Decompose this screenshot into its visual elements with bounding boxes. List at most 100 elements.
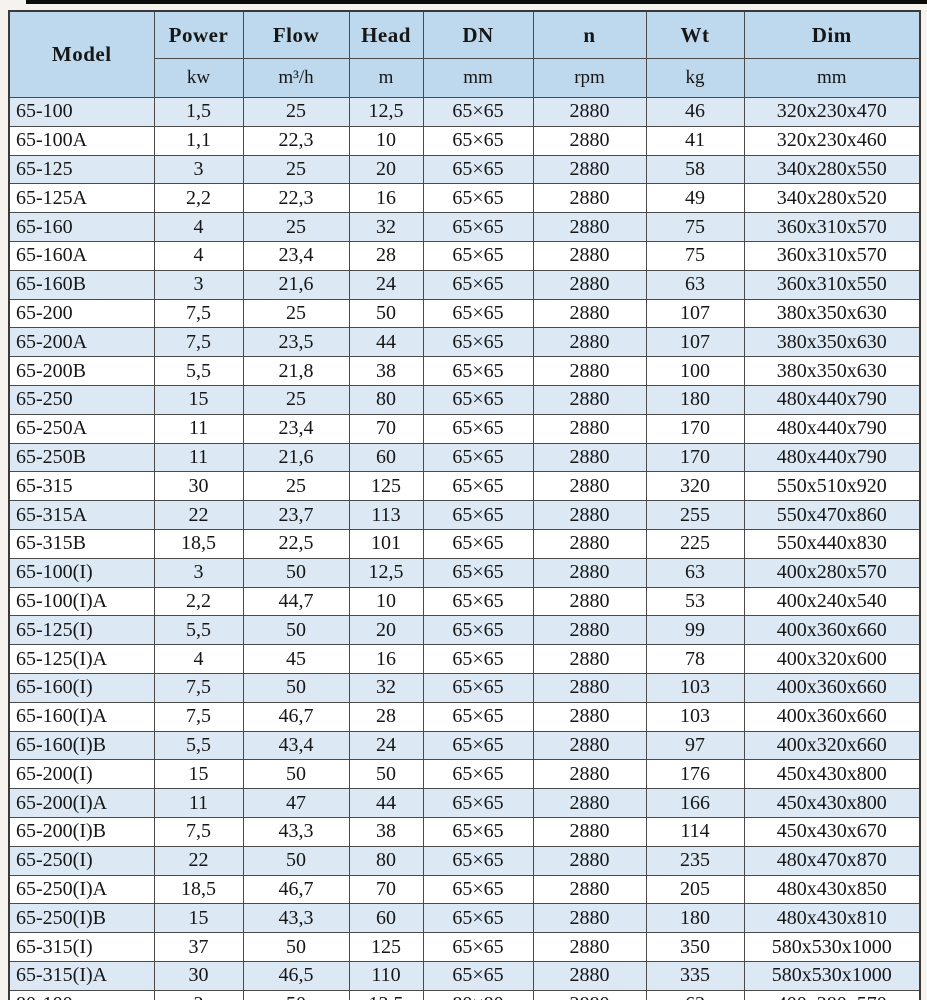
cell-n: 2880 — [532, 183, 647, 214]
cell-dim: 340x280x520 — [743, 183, 921, 214]
cell-wt: 75 — [645, 240, 745, 271]
cell-dn: 65×65 — [422, 154, 534, 185]
cell-dim: 400x280x570 — [743, 557, 921, 588]
cell-wt: 235 — [645, 845, 745, 876]
cell-dim: 450x430x670 — [743, 816, 921, 847]
cell-flow: 46,7 — [242, 874, 350, 905]
cell-power: 3 — [153, 557, 244, 588]
cell-wt: 99 — [645, 615, 745, 646]
cell-power: 37 — [153, 932, 244, 962]
cell-wt: 63 — [645, 989, 745, 1000]
cell-dim: 360x310x570 — [743, 240, 921, 271]
cell-wt: 205 — [645, 874, 745, 905]
cell-dim: 360x310x550 — [743, 269, 921, 300]
cell-dim: 400x360x660 — [743, 701, 921, 732]
cell-flow: 25 — [242, 154, 350, 185]
table-row: 65-250(I) 22 50 80 65×65 2880 235 480x470x870 — [8, 845, 921, 876]
cell-model: 65-160(I)B — [8, 730, 155, 761]
table-row: 65-250(I)B 15 43,3 60 65×65 2880 180 480x430x81… — [8, 903, 921, 934]
table-row: 65-200B 5,5 21,8 38 65×65 2880 100 380x350x630 — [8, 356, 921, 386]
cell-head: 125 — [348, 932, 424, 962]
col-header-power: Power — [153, 10, 244, 59]
cell-dn: 65×65 — [422, 212, 534, 242]
table-row: 65-125 3 25 20 65×65 2880 58 340x280x550 — [8, 154, 921, 185]
col-header-n: n — [532, 10, 647, 59]
cell-wt: 170 — [645, 413, 745, 444]
table-row: 65-160A 4 23,4 28 65×65 2880 75 360x310x570 — [8, 240, 921, 271]
table-row: 65-315(I) 37 50 125 65×65 2880 350 580x530x1000 — [8, 932, 921, 962]
cell-wt: 78 — [645, 644, 745, 674]
cell-wt: 180 — [645, 903, 745, 934]
cell-model: 65-160B — [8, 269, 155, 300]
cell-flow: 21,6 — [242, 269, 350, 300]
cell-dim: 550x510x920 — [743, 471, 921, 502]
cell-model: 65-160 — [8, 212, 155, 242]
cell-model: 65-100 — [8, 97, 155, 127]
cell-head: 38 — [348, 816, 424, 847]
cell-dn: 65×65 — [422, 788, 534, 818]
cell-power: 7,5 — [153, 672, 244, 703]
col-header-dn: DN — [422, 10, 534, 59]
cell-flow: 50 — [242, 932, 350, 962]
cell-wt: 103 — [645, 672, 745, 703]
cell-dn: 65×65 — [422, 615, 534, 646]
cell-dim: 360x310x570 — [743, 212, 921, 242]
cell-head: 28 — [348, 240, 424, 271]
cell-model: 65-315(I)A — [8, 960, 155, 991]
cell-flow: 23,7 — [242, 500, 350, 530]
cell-n: 2880 — [532, 586, 647, 617]
cell-head: 10 — [348, 125, 424, 156]
cell-model: 65-315 — [8, 471, 155, 502]
cell-head: 44 — [348, 788, 424, 818]
cell-head: 80 — [348, 384, 424, 415]
cell-power: 5,5 — [153, 730, 244, 761]
cell-wt: 225 — [645, 528, 745, 559]
cell-dim: 480x430x850 — [743, 874, 921, 905]
cell-n: 2880 — [532, 356, 647, 386]
cell-wt: 58 — [645, 154, 745, 185]
cell-dn: 65×65 — [422, 125, 534, 156]
cell-dim: 380x350x630 — [743, 327, 921, 358]
cell-dn: 65×65 — [422, 500, 534, 530]
cell-head: 101 — [348, 528, 424, 559]
cell-model: 65-200(I) — [8, 759, 155, 790]
cell-power: 18,5 — [153, 528, 244, 559]
cell-power: 30 — [153, 960, 244, 991]
cell-power: 15 — [153, 759, 244, 790]
cell-n: 2880 — [532, 730, 647, 761]
cell-dim: 580x530x1000 — [743, 960, 921, 991]
cell-wt: 166 — [645, 788, 745, 818]
cell-n: 2880 — [532, 557, 647, 588]
cell-model: 65-125 — [8, 154, 155, 185]
cell-power: 1,1 — [153, 125, 244, 156]
cell-model: 65-160(I) — [8, 672, 155, 703]
cell-n: 2880 — [532, 759, 647, 790]
table-row: 65-200(I)A 11 47 44 65×65 2880 166 450x430x800 — [8, 788, 921, 818]
cell-wt: 49 — [645, 183, 745, 214]
cell-model: 65-250(I)B — [8, 903, 155, 934]
cell-head: 80 — [348, 845, 424, 876]
table-row: 65-100A 1,1 22,3 10 65×65 2880 41 320x230x460 — [8, 125, 921, 156]
cell-model: 65-250 — [8, 384, 155, 415]
table-row: 65-250(I)A 18,5 46,7 70 65×65 2880 205 480x430x… — [8, 874, 921, 905]
cell-wt: 97 — [645, 730, 745, 761]
header-label-row: Model Power Flow Head DN n Wt Dim — [8, 10, 921, 98]
cell-model: 65-250B — [8, 442, 155, 473]
cell-power: 4 — [153, 212, 244, 242]
cell-dn: 65×65 — [422, 471, 534, 502]
table-row: 65-200A 7,5 23,5 44 65×65 2880 107 380x350x630 — [8, 327, 921, 358]
cell-n: 2880 — [532, 154, 647, 185]
cell-dn: 65×65 — [422, 97, 534, 127]
cell-wt: 63 — [645, 557, 745, 588]
cell-n: 2880 — [532, 413, 647, 444]
cell-n: 2880 — [532, 500, 647, 530]
cell-flow: 25 — [242, 298, 350, 329]
col-unit-dim: mm — [743, 58, 921, 98]
table-row: 65-315B 18,5 22,5 101 65×65 2880 225 550x440x83… — [8, 528, 921, 559]
cell-head: 125 — [348, 471, 424, 502]
cell-head: 20 — [348, 615, 424, 646]
cell-wt: 255 — [645, 500, 745, 530]
cell-dn: 65×65 — [422, 557, 534, 588]
cell-head: 38 — [348, 356, 424, 386]
cell-power: 7,5 — [153, 816, 244, 847]
